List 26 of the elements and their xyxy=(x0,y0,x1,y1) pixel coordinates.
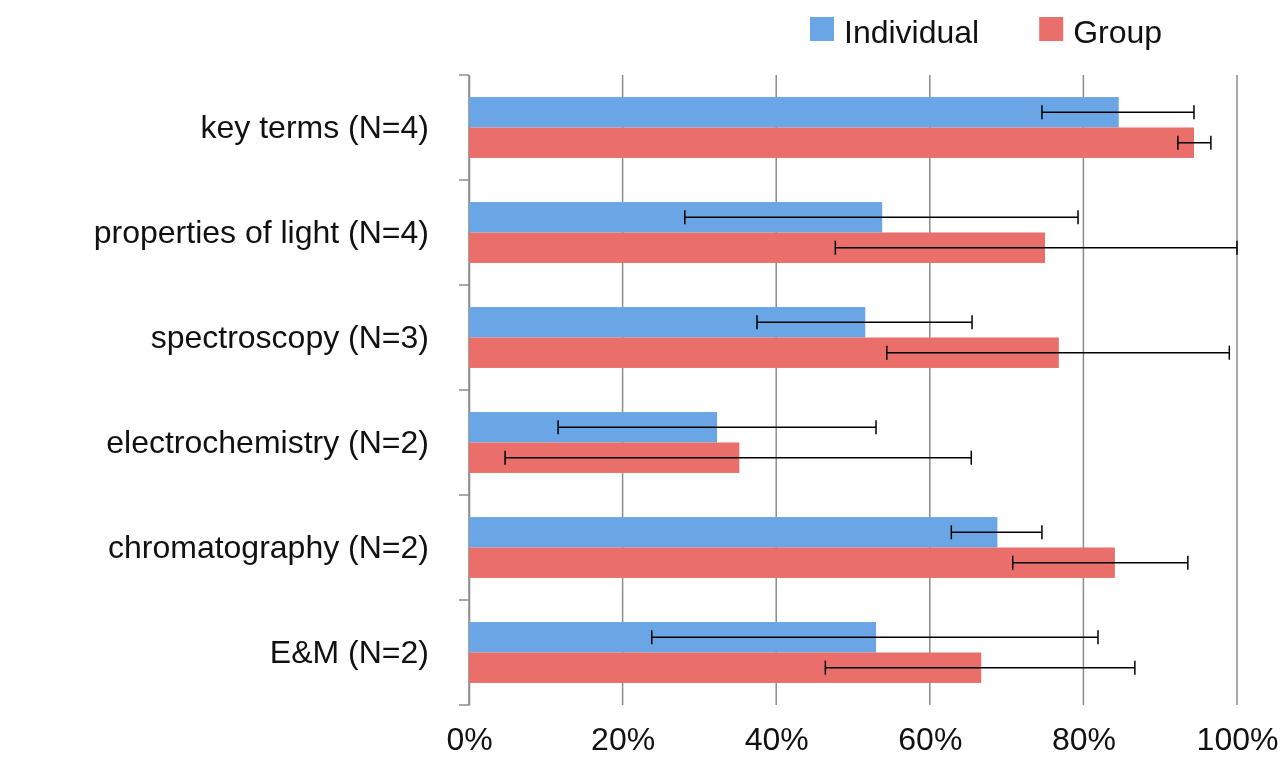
bar xyxy=(469,547,1115,578)
bar xyxy=(469,202,883,233)
y-tick-label: E&M (N=2) xyxy=(269,633,429,670)
legend-label: Individual xyxy=(844,14,980,50)
x-tick-label: 80% xyxy=(1051,720,1116,757)
x-tick-label: 60% xyxy=(898,720,963,757)
bar xyxy=(469,442,740,473)
legend-label: Group xyxy=(1073,14,1163,50)
y-tick-label: chromatography (N=2) xyxy=(107,528,429,565)
bar xyxy=(469,622,877,653)
bar xyxy=(469,232,1045,263)
bar xyxy=(469,652,982,683)
y-tick-label: spectroscopy (N=3) xyxy=(150,318,429,355)
y-tick-label: properties of light (N=4) xyxy=(93,213,429,250)
y-tick-label: electrochemistry (N=2) xyxy=(106,423,429,460)
bar xyxy=(469,337,1059,368)
x-tick-label: 0% xyxy=(446,720,493,757)
bar xyxy=(469,517,998,548)
x-tick-label: 40% xyxy=(744,720,809,757)
x-tick-label: 100% xyxy=(1196,720,1279,757)
bar xyxy=(469,127,1194,158)
bar xyxy=(469,97,1119,128)
x-tick-label: 20% xyxy=(591,720,656,757)
bar xyxy=(469,412,718,443)
y-tick-label: key terms (N=4) xyxy=(200,108,429,145)
bar xyxy=(469,307,866,338)
